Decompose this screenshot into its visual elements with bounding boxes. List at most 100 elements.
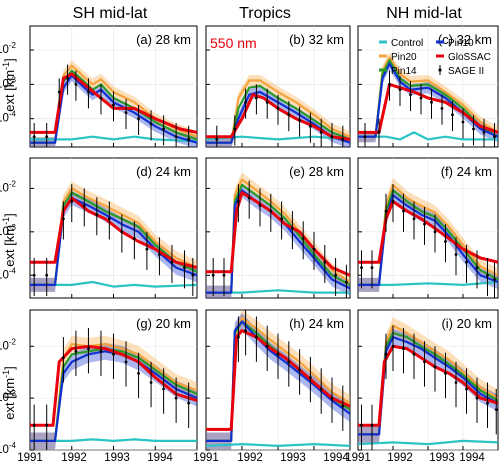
sage-point <box>363 135 367 139</box>
panel-h: (h) 24 km <box>205 309 351 451</box>
sage-point <box>391 344 395 348</box>
sage-point <box>191 273 195 277</box>
y-tick-label: 10-2 <box>0 337 17 352</box>
wavelength-annotation: 550 nm <box>210 35 257 51</box>
legend-item-sage ii: SAGE II <box>438 65 484 77</box>
sage-point <box>183 266 186 270</box>
sage-point <box>244 100 248 104</box>
y-tick-label: 10-4 <box>0 110 17 125</box>
x-tick-1994-b: 1994 <box>323 452 349 464</box>
x-tick-1993-c: 1993 <box>429 452 455 464</box>
sage-point <box>287 113 291 117</box>
sage-point <box>388 82 391 86</box>
sage-point <box>137 117 140 121</box>
sage-point <box>402 347 405 351</box>
sage-point <box>95 213 99 216</box>
sage-point <box>162 127 166 131</box>
sage-point <box>482 130 486 134</box>
sage-point <box>87 347 90 351</box>
sage-point <box>323 260 327 264</box>
sage-point <box>465 260 468 264</box>
control-series <box>358 280 498 286</box>
sage-point <box>454 381 458 384</box>
sage-point <box>330 396 334 400</box>
legend-label: GloSSAC <box>448 52 491 63</box>
ylabel-row-2: ext [km-1] <box>1 213 17 267</box>
y-tick-label: 10-2 <box>0 179 17 194</box>
sage-point <box>486 273 489 277</box>
sage-point <box>330 135 334 139</box>
sage-point <box>493 278 496 281</box>
sage-point <box>87 90 90 94</box>
sage-point <box>384 352 388 356</box>
sage-point <box>120 230 124 234</box>
svg-text:ext [km-1]: ext [km-1] <box>1 366 17 420</box>
panel-e: (e) 28 km <box>205 157 351 299</box>
legend-label: Pin10 <box>448 38 474 49</box>
x-tick-1991-c: 1991 <box>345 452 371 464</box>
sage-point <box>444 371 447 375</box>
panel-label: (i) 20 km <box>441 316 492 331</box>
sage-point <box>247 196 251 200</box>
x-tick-1993-a: 1993 <box>104 452 130 464</box>
y-tick-label: 10-4 <box>0 441 17 456</box>
panel-label: (h) 24 km <box>289 316 344 331</box>
sage-point <box>419 96 423 100</box>
panel-a: 10-410-310-2(a) 28 km <box>0 25 198 148</box>
x-tick-1991-a: 1991 <box>17 452 43 464</box>
panel-d: 10-410-310-2(d) 24 km <box>0 157 198 299</box>
sage-point <box>74 349 78 353</box>
sage-point <box>493 135 496 139</box>
sage-point <box>137 371 140 375</box>
sage-point <box>319 130 323 134</box>
sage-point <box>334 273 337 277</box>
sage-point <box>149 122 153 126</box>
control-series <box>30 438 197 442</box>
sage-point <box>412 352 416 356</box>
sage-point <box>319 387 323 391</box>
pin10-spread <box>30 70 197 147</box>
sage-point <box>124 360 128 364</box>
sage-point <box>74 82 78 86</box>
sage-point <box>433 365 437 369</box>
sage-point <box>222 273 226 277</box>
sage-point <box>62 356 65 360</box>
sage-point <box>107 217 111 221</box>
svg-text:ext [km-1]: ext [km-1] <box>1 58 17 112</box>
legend-item-glossac: GloSSAC <box>436 52 491 63</box>
sage-point <box>444 240 447 243</box>
sage-point <box>341 404 345 408</box>
x-tick-1994-a: 1994 <box>147 452 173 464</box>
glossac-series <box>30 344 197 427</box>
panel-f: (f) 24 km <box>357 157 499 299</box>
y-tick-label: 10-4 <box>0 266 17 281</box>
sage-point <box>433 230 437 234</box>
control-series <box>30 135 197 143</box>
sage-point <box>301 237 305 240</box>
sage-point <box>451 113 454 117</box>
sage-point <box>276 106 280 110</box>
legend-marker-dot <box>438 68 442 72</box>
sage-point <box>265 344 269 348</box>
sage-point <box>32 135 36 139</box>
legend-item-pin20: Pin20 <box>379 52 417 63</box>
sage-point <box>170 260 174 264</box>
sage-point <box>62 217 65 221</box>
sage-point <box>258 204 262 208</box>
sage-point <box>70 200 74 203</box>
sage-point <box>158 253 161 256</box>
panel-label: (f) 24 km <box>441 164 492 179</box>
sage-point <box>132 237 136 240</box>
sage-point <box>45 135 49 139</box>
x-tick-1994-c: 1994 <box>459 452 485 464</box>
sage-point <box>298 118 301 122</box>
ylabel-row-3: ext [km-1] <box>1 366 17 420</box>
sage-point <box>174 135 178 139</box>
sage-point <box>112 352 115 356</box>
sage-point <box>287 360 291 364</box>
sage-point <box>494 408 498 412</box>
sage-point <box>187 137 191 141</box>
sage-point <box>377 130 381 134</box>
y-tick-label: 10-2 <box>0 41 17 56</box>
sage-point <box>454 253 458 256</box>
